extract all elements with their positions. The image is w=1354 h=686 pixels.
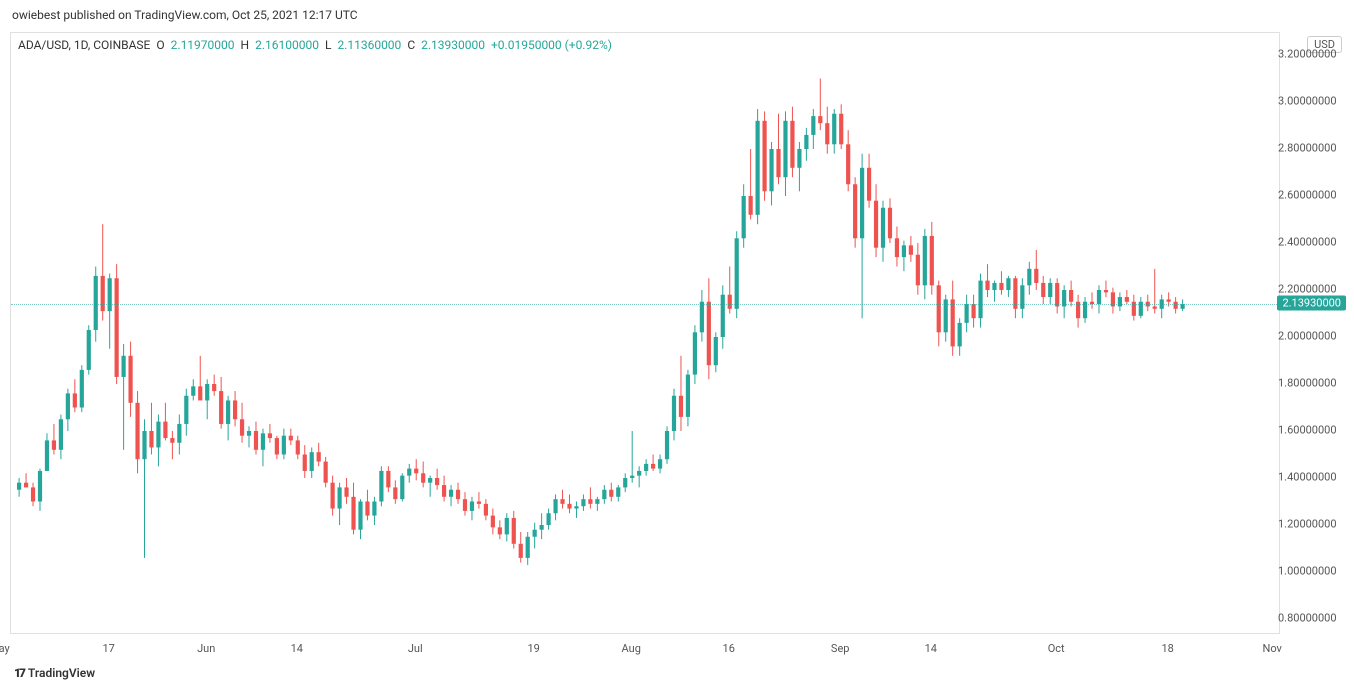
x-axis: ay17Jun14Jul19Aug16Sep14Oct18Nov bbox=[10, 638, 1278, 658]
current-price-line bbox=[11, 304, 1279, 305]
x-tick: ay bbox=[0, 642, 10, 655]
tradingview-icon: 17 bbox=[14, 666, 24, 680]
x-tick: Jul bbox=[408, 642, 423, 655]
y-tick: 1.80000000 bbox=[1278, 377, 1337, 390]
x-tick: Aug bbox=[622, 642, 641, 655]
publish-info: owiebest published on TradingView.com, O… bbox=[12, 8, 358, 22]
y-tick: 1.60000000 bbox=[1278, 424, 1337, 437]
y-tick: 2.60000000 bbox=[1278, 189, 1337, 202]
y-tick: 2.80000000 bbox=[1278, 142, 1337, 155]
current-price-label: 2.13930000 bbox=[1277, 296, 1346, 311]
x-tick: 17 bbox=[102, 642, 114, 655]
tradingview-logo: 17 TradingView bbox=[14, 666, 95, 680]
x-tick: 19 bbox=[527, 642, 539, 655]
y-tick: 0.80000000 bbox=[1278, 612, 1337, 625]
x-tick: Jun bbox=[197, 642, 215, 655]
x-tick: Oct bbox=[1048, 642, 1065, 655]
y-axis: 3.20000000 3.00000000 2.80000000 2.60000000… bbox=[1278, 32, 1346, 632]
tradingview-label: TradingView bbox=[28, 666, 95, 680]
y-tick: 3.00000000 bbox=[1278, 95, 1337, 108]
x-tick: Sep bbox=[831, 642, 850, 655]
x-tick: Nov bbox=[1262, 642, 1281, 655]
x-tick: 14 bbox=[925, 642, 937, 655]
y-tick: 3.20000000 bbox=[1278, 48, 1337, 61]
x-tick: 18 bbox=[1161, 642, 1173, 655]
y-tick: 2.40000000 bbox=[1278, 236, 1337, 249]
x-tick: 16 bbox=[723, 642, 735, 655]
y-tick: 2.00000000 bbox=[1278, 330, 1337, 343]
y-tick: 1.20000000 bbox=[1278, 518, 1337, 531]
x-tick: 14 bbox=[291, 642, 303, 655]
y-tick: 2.20000000 bbox=[1278, 283, 1337, 296]
y-tick: 1.00000000 bbox=[1278, 565, 1337, 578]
y-tick: 1.40000000 bbox=[1278, 471, 1337, 484]
candlestick-chart[interactable] bbox=[10, 32, 1280, 634]
